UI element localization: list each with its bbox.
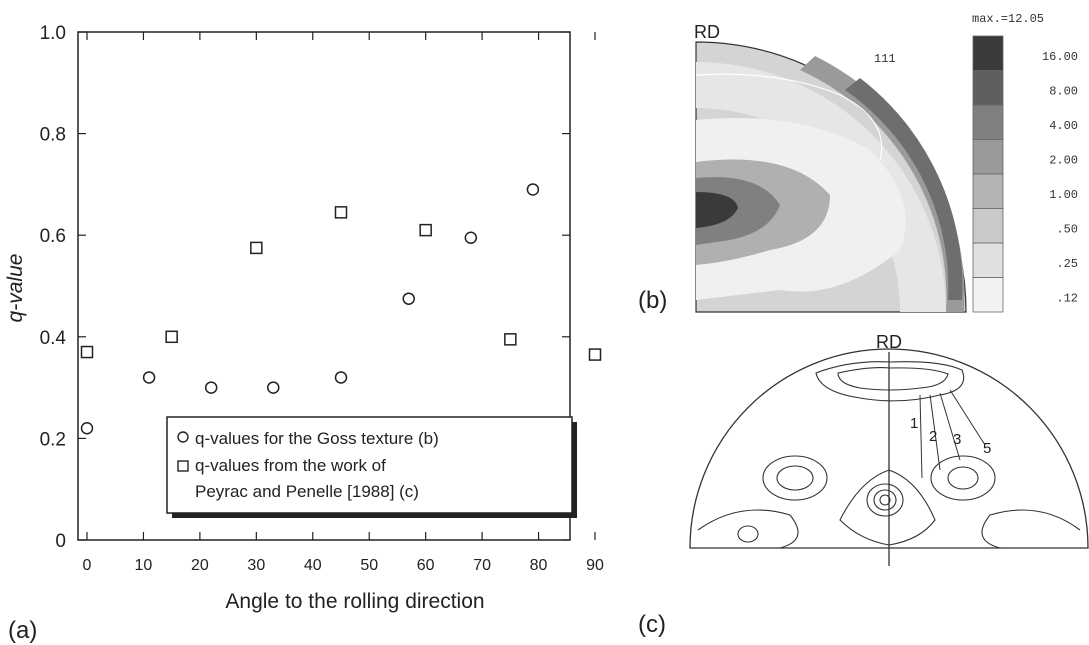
colorbar-swatch: [972, 208, 1004, 244]
y-ticks: 0 0.2 0.4 0.6 0.8 1.0: [40, 23, 570, 552]
data-point-peyrac: [165, 330, 178, 344]
panel-b-label: (b): [638, 287, 667, 314]
data-point-goss: [402, 292, 415, 305]
colorbar-level-label: 4.00: [1049, 119, 1078, 133]
colorbar-swatch: [972, 277, 1004, 313]
pf-c-lower-right: [981, 509, 1081, 549]
colorbar-level-label: .12: [1056, 292, 1078, 306]
x-tick-label: 60: [417, 557, 435, 574]
pf-c-center-contour: [839, 469, 936, 546]
y-tick-label: 0.2: [40, 429, 66, 450]
data-point-goss: [464, 231, 478, 244]
data-point-peyrac: [588, 348, 602, 361]
pf-c-right-blob2: [947, 466, 979, 490]
colorbar-swatch: [972, 70, 1004, 106]
data-point-peyrac: [334, 206, 348, 219]
colorbar-level-label: 8.00: [1049, 85, 1078, 99]
pf-c-center-ring2: [873, 489, 897, 511]
pf-c-label-1: 1: [910, 415, 918, 432]
legend-frame: [166, 416, 573, 514]
series-peyrac: [80, 206, 602, 361]
colorbar-level-label: .25: [1056, 257, 1078, 271]
x-tick-label: 0: [83, 557, 92, 574]
pf-c-label-5: 5: [983, 440, 991, 457]
pf-b-colorbar: 16.00 8.00 4.00 2.00 1.00 .50 .25 .12: [972, 35, 1078, 313]
colorbar-swatch: [972, 104, 1004, 140]
pf-c-center-ring1: [866, 483, 904, 517]
pf-b-rd-label: RD: [694, 22, 720, 42]
pf-c-leader-2: [929, 394, 941, 471]
pf-c-label-2: 2: [929, 428, 937, 445]
x-tick-label: 70: [473, 557, 491, 574]
legend-peyrac-line2: Peyrac and Penelle [1988] (c): [195, 482, 419, 501]
pf-c-leader-5: [949, 389, 986, 446]
pf-c-top-contour2: [837, 367, 949, 391]
data-point-goss: [80, 421, 94, 435]
pf-b-max-label: max.=12.05: [972, 12, 1044, 26]
pf-c-leader-3: [939, 392, 961, 461]
data-point-peyrac: [80, 345, 94, 359]
data-point-goss: [142, 371, 156, 384]
pf-c-left-blob1: [762, 455, 828, 501]
pf-c-rd-label: RD: [876, 332, 902, 352]
pf-c-top-contour1: [815, 361, 965, 402]
pf-c-right-blob1: [930, 455, 996, 501]
data-point-peyrac: [250, 241, 263, 255]
y-axis-label: q-value: [4, 254, 27, 323]
x-tick-label: 30: [247, 557, 265, 574]
colorbar-swatch: [972, 35, 1004, 71]
pf-c-lower-left-blob: [737, 525, 759, 543]
data-point-peyrac: [504, 333, 517, 346]
panel-c-label: (c): [638, 611, 666, 638]
series-goss: [80, 183, 540, 435]
x-tick-label: 20: [191, 557, 209, 574]
pf-c-center-ring3: [879, 494, 891, 506]
colorbar-swatch: [972, 242, 1004, 278]
data-point-peyrac: [419, 223, 432, 237]
pf-c-outline: [689, 348, 1089, 549]
colorbar-level-label: .50: [1056, 223, 1078, 237]
pf-c-lower-left: [697, 509, 799, 549]
colorbar-level-label: 16.00: [1042, 50, 1078, 64]
y-tick-label: 0.6: [40, 226, 66, 247]
legend-box: q-values for the Goss texture (b) q-valu…: [166, 416, 577, 518]
data-point-goss: [334, 371, 348, 384]
pole-figure-b: RD 111 max.=12.05 16.00 8.00 4.00 2.00 1.00.…: [638, 12, 1078, 314]
x-axis-label: Angle to the rolling direction: [225, 590, 484, 613]
scatter-chart: 0 10 20 30 40 50 60 70 80 90 0 0.2 0.4 0.6 0.8 1.0 Ang…: [4, 23, 604, 644]
plot-frame: [77, 31, 571, 541]
y-tick-label: 0.8: [40, 125, 66, 146]
data-point-goss: [267, 381, 280, 394]
x-tick-label: 90: [586, 557, 604, 574]
colorbar-level-label: 2.00: [1049, 154, 1078, 168]
y-tick-label: 0: [55, 531, 66, 552]
legend-circle-marker: [177, 431, 189, 443]
pf-c-leader-1: [919, 394, 923, 479]
legend-peyrac-line1: q-values from the work of: [195, 456, 386, 475]
pf-b-plane-label: 111: [874, 52, 896, 66]
pf-b-blob-core: [696, 192, 738, 228]
legend-goss: q-values for the Goss texture (b): [195, 429, 439, 448]
pf-b-rim-dark: [845, 78, 963, 300]
x-tick-label: 50: [360, 557, 378, 574]
y-tick-label: 0.4: [40, 328, 67, 349]
x-tick-label: 80: [530, 557, 548, 574]
pf-c-label-3: 3: [953, 431, 961, 448]
colorbar-swatch: [972, 173, 1004, 209]
colorbar-swatch: [972, 139, 1004, 175]
pf-c-left-blob2: [776, 465, 814, 491]
x-ticks: 0 10 20 30 40 50 60 70 80 90: [83, 32, 604, 574]
x-tick-label: 40: [304, 557, 322, 574]
legend-square-marker: [177, 460, 189, 472]
colorbar-level-label: 1.00: [1049, 188, 1078, 202]
data-point-goss: [204, 381, 218, 394]
x-tick-label: 10: [135, 557, 153, 574]
panel-a-label: (a): [8, 617, 37, 644]
data-point-goss: [526, 183, 540, 196]
pf-b-upper-contour: [695, 73, 883, 161]
pole-figure-c: 1 2 3 5 RD (c): [638, 332, 1089, 638]
y-tick-label: 1.0: [40, 23, 66, 44]
